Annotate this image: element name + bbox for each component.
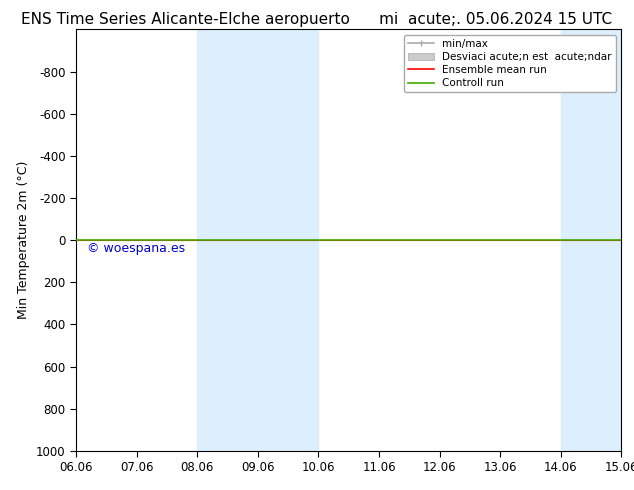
Text: ENS Time Series Alicante-Elche aeropuerto      mi  acute;. 05.06.2024 15 UTC: ENS Time Series Alicante-Elche aeropuert… [22,12,612,27]
Legend: min/max, Desviaci acute;n est  acute;ndar, Ensemble mean run, Controll run: min/max, Desviaci acute;n est acute;ndar… [404,35,616,92]
Bar [197,29,318,451]
Y-axis label: Min Temperature 2m (°C): Min Temperature 2m (°C) [18,161,30,319]
Bar [560,29,621,451]
Text: © woespana.es: © woespana.es [87,242,185,255]
